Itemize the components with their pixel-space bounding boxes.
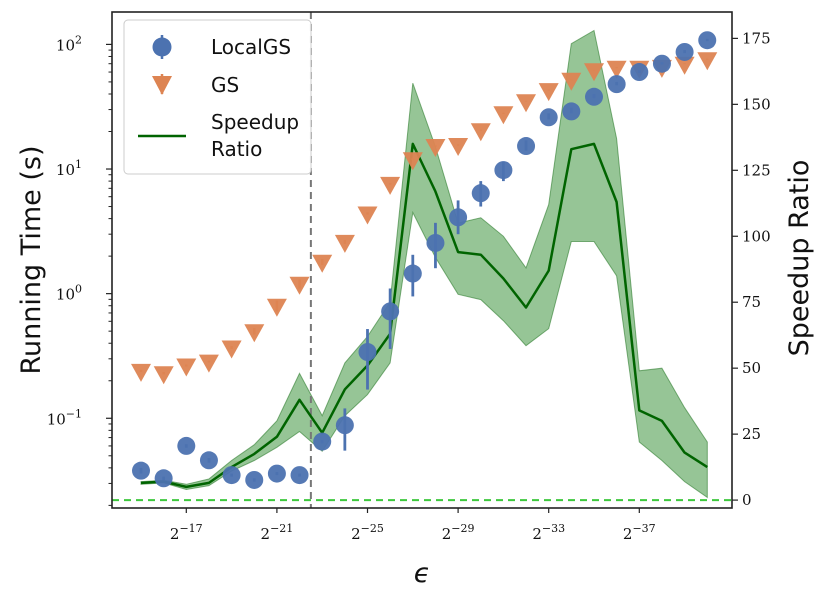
- x-tick-label: 2−29: [442, 522, 475, 543]
- gs-point: [153, 366, 174, 385]
- localgs-point: [290, 466, 309, 485]
- x-tick-label: 2−25: [351, 522, 384, 543]
- x-axis-title: ϵ: [414, 558, 431, 589]
- localgs-point: [517, 137, 536, 156]
- localgs-point: [471, 184, 490, 203]
- localgs-point: [449, 208, 468, 227]
- localgs-point: [426, 233, 445, 252]
- x-tick-label: 2−17: [170, 522, 203, 543]
- y-tick-label: 101: [56, 158, 82, 179]
- y-ticks: 10−1 100 101 102: [47, 33, 112, 506]
- y-axis-title: Running Time (s): [16, 145, 47, 374]
- legend-speedup-label-line2: Ratio: [211, 137, 262, 161]
- gs-point: [606, 60, 627, 79]
- localgs-point: [652, 54, 671, 73]
- y-tick-label: 102: [56, 33, 82, 54]
- gs-point: [221, 340, 242, 359]
- localgs-point: [494, 161, 513, 180]
- x-tick-label: 2−37: [623, 522, 656, 543]
- y2-tick-label: 25: [742, 425, 761, 443]
- legend-localgs-marker: [152, 37, 172, 57]
- localgs-point: [132, 461, 150, 480]
- localgs-point: [222, 466, 241, 485]
- localgs-point: [698, 31, 717, 50]
- localgs-point: [585, 87, 603, 106]
- gs-point: [380, 176, 401, 195]
- localgs-series-layer: [132, 31, 717, 489]
- y2-tick-label: 175: [742, 29, 771, 47]
- gs-point: [334, 234, 355, 253]
- legend-speedup-label-line1: Speedup: [211, 110, 299, 134]
- x-tick-label: 2−33: [532, 522, 565, 543]
- gs-point: [538, 83, 559, 102]
- gs-point: [312, 254, 333, 273]
- gs-point: [561, 72, 582, 91]
- x-tick-label: 2−21: [261, 522, 294, 543]
- localgs-point: [630, 63, 649, 82]
- gs-point: [584, 63, 604, 82]
- legend-item-gs: GS: [152, 73, 239, 97]
- gs-point: [697, 52, 718, 71]
- reference-lines: [112, 12, 732, 508]
- legend-gs-marker: [152, 76, 172, 95]
- x-ticks: 2−17 2−21 2−25 2−29 2−33 2−37: [170, 508, 656, 543]
- legend-item-speedup: Speedup Ratio: [138, 110, 299, 161]
- gs-point: [425, 139, 446, 157]
- gs-point: [448, 138, 469, 156]
- y2-tick-label: 125: [742, 161, 771, 179]
- gs-point: [131, 363, 151, 382]
- localgs-point: [607, 75, 626, 94]
- speedup-line-layer: [140, 142, 708, 489]
- localgs-point: [403, 264, 422, 283]
- legend: LocalGS GS Speedup Ratio: [123, 19, 312, 175]
- localgs-point: [199, 451, 218, 470]
- y2-tick-label: 0: [742, 491, 752, 509]
- localgs-point: [267, 464, 286, 483]
- localgs-point: [562, 102, 581, 121]
- y2-ticks: 0 25 50 75 100 125 150 175: [732, 29, 771, 509]
- legend-localgs-label: LocalGS: [211, 35, 291, 59]
- localgs-point: [313, 432, 332, 451]
- gs-point: [674, 56, 695, 75]
- gs-point: [402, 152, 423, 171]
- localgs-point: [358, 343, 377, 362]
- plot-frame: [111, 11, 733, 509]
- legend-item-localgs: LocalGS: [152, 35, 291, 59]
- gs-point: [493, 106, 514, 125]
- gs-point: [470, 123, 491, 142]
- gs-point: [516, 94, 536, 113]
- y2-tick-label: 150: [742, 95, 771, 113]
- localgs-point: [177, 436, 196, 455]
- legend-gs-label: GS: [211, 73, 239, 97]
- localgs-point: [381, 302, 400, 321]
- gs-point: [289, 276, 310, 295]
- y2-axis-title: Speedup Ratio: [784, 160, 815, 357]
- localgs-point: [335, 416, 354, 435]
- gs-point: [357, 206, 378, 225]
- gs-point: [198, 354, 219, 373]
- localgs-point: [539, 108, 558, 127]
- gs-series-layer: [131, 52, 718, 385]
- y-tick-label: 10−1: [47, 407, 82, 428]
- y2-tick-label: 100: [742, 227, 771, 245]
- speedup-ratio-line: [140, 142, 708, 489]
- localgs-point: [245, 470, 264, 489]
- gs-point: [176, 358, 197, 377]
- gs-point: [244, 324, 265, 343]
- gs-point: [266, 298, 287, 317]
- y2-tick-label: 75: [742, 293, 761, 311]
- localgs-point: [675, 42, 694, 61]
- y-tick-label: 100: [56, 283, 82, 304]
- y2-tick-label: 50: [742, 359, 761, 377]
- localgs-point: [154, 469, 173, 488]
